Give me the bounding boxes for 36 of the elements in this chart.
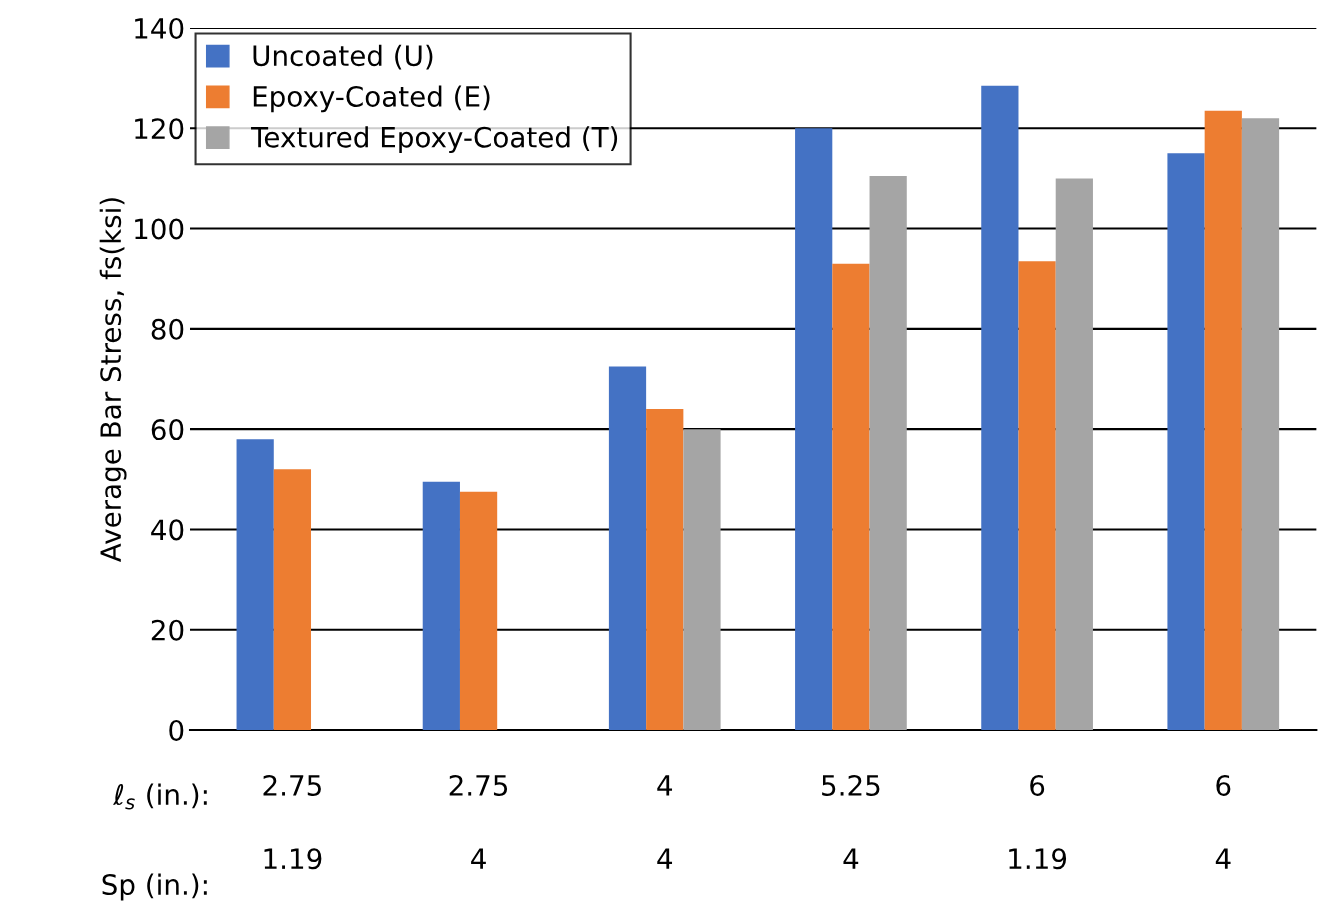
category-label: 2.75 4 <box>449 774 508 869</box>
category-label: 6 4 <box>1215 774 1231 869</box>
y-axis-title: Average Bar Stress, fs(ksi) <box>99 198 127 562</box>
bar <box>236 439 274 730</box>
bar <box>832 263 870 730</box>
text: Sp (in.): <box>102 873 207 901</box>
y-tick-label: 120 <box>135 118 184 140</box>
legend-label: Textured Epoxy-Coated (T) <box>251 126 618 154</box>
category-label: 2.75 1.19 <box>263 774 322 870</box>
bar <box>422 481 460 730</box>
bar <box>1241 118 1280 730</box>
bar <box>795 128 833 730</box>
bar <box>646 409 684 730</box>
bar <box>273 469 312 730</box>
y-tick-label: 40 <box>151 519 184 541</box>
bar <box>1055 178 1093 730</box>
bar <box>683 429 721 730</box>
category-label: 5.25 4 <box>822 774 880 869</box>
y-tick-label: 20 <box>151 619 184 641</box>
bar <box>608 366 647 730</box>
bar <box>1204 110 1242 730</box>
bar <box>1167 153 1205 730</box>
y-tick-label: 100 <box>135 218 184 240</box>
category-label: 4 4 <box>657 775 673 869</box>
bar <box>459 491 498 730</box>
y-tick-label: 80 <box>151 318 184 340</box>
bar <box>1018 261 1056 730</box>
y-tick-label: 60 <box>151 419 184 441</box>
bar <box>869 175 907 730</box>
legend-label: Uncoated (U) <box>253 44 433 70</box>
legend-label: Epoxy-Coated (E) <box>253 85 490 113</box>
y-tick-label: 0 <box>169 719 184 741</box>
category-label: 6 1.19 <box>1009 774 1067 870</box>
y-tick-label: 140 <box>135 17 184 39</box>
text: ℓ$_{s}$ (in.): <box>112 783 207 810</box>
bar <box>981 85 1019 730</box>
